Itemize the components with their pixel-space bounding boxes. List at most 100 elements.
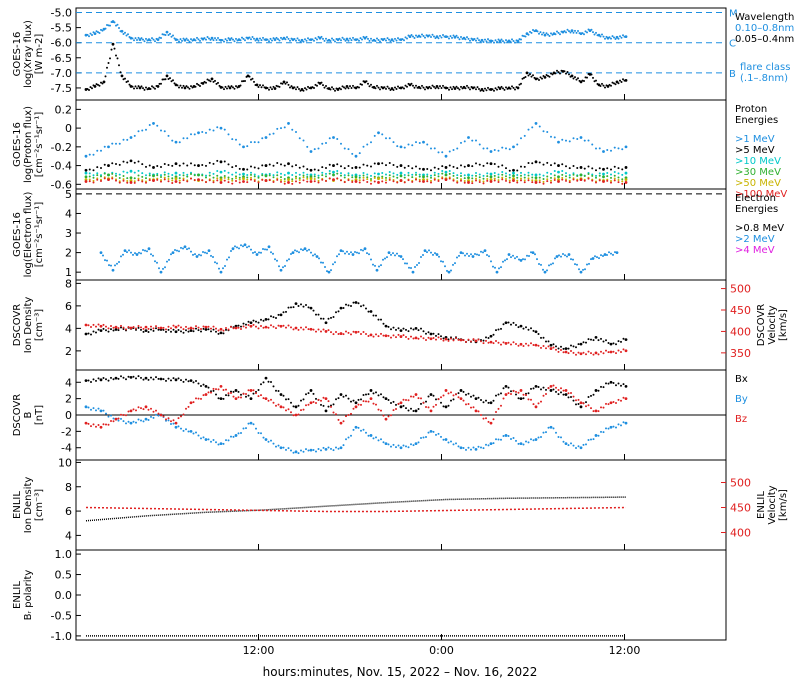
trace-dot	[178, 40, 180, 43]
trace-dot	[147, 378, 150, 381]
trace-dot	[440, 36, 443, 39]
trace-dot	[295, 177, 297, 180]
data-point	[429, 393, 433, 396]
trace-dot	[585, 401, 587, 404]
trace-dot	[116, 23, 119, 26]
trace-dot	[152, 38, 155, 41]
trace-dot	[280, 172, 282, 175]
trace-dot	[545, 392, 547, 395]
trace-dot	[120, 413, 122, 416]
data-point	[152, 122, 155, 125]
trace-dot	[463, 140, 466, 143]
trace-dot	[356, 251, 358, 254]
trace-dot	[452, 443, 455, 446]
trace-dot	[313, 148, 316, 151]
data-point	[564, 350, 568, 354]
trace-dot	[415, 34, 417, 37]
trace-dot	[317, 328, 320, 331]
data-point	[534, 173, 538, 177]
data-point	[287, 178, 290, 182]
trace-dot	[145, 174, 147, 177]
trace-dot	[482, 417, 485, 420]
trace-dot	[115, 24, 117, 27]
trace-dot	[403, 87, 405, 90]
trace-dot	[372, 392, 375, 395]
trace-dot	[276, 177, 279, 180]
trace-dot	[122, 326, 125, 329]
trace-dot	[118, 27, 120, 30]
trace-dot	[240, 328, 242, 331]
data-point	[147, 247, 151, 251]
trace-dot	[532, 74, 534, 77]
trace-dot	[377, 408, 380, 411]
trace-dot	[268, 179, 271, 182]
trace-dot	[613, 174, 616, 177]
trace-dot	[222, 442, 225, 445]
trace-dot	[555, 431, 557, 434]
trace-dot	[485, 336, 487, 339]
trace-dot	[283, 178, 286, 181]
trace-dot	[587, 396, 590, 399]
trace-dot	[95, 331, 97, 334]
trace-dot	[122, 32, 125, 35]
trace-dot	[118, 176, 121, 179]
trace-dot	[208, 161, 211, 164]
trace-dot	[497, 393, 500, 396]
trace-dot	[370, 37, 372, 40]
data-point	[414, 336, 418, 340]
trace-dot	[502, 341, 505, 344]
trace-dot	[415, 173, 417, 176]
trace-dot	[215, 330, 217, 333]
trace-dot	[621, 182, 624, 185]
data-point	[294, 405, 298, 409]
trace-dot	[406, 85, 408, 88]
trace-dot	[215, 39, 218, 42]
trace-dot	[134, 252, 136, 255]
trace-dot	[608, 83, 611, 86]
trace-dot	[566, 71, 569, 74]
trace-dot	[377, 38, 380, 41]
trace-dot	[205, 131, 207, 134]
trace-dot	[302, 89, 305, 92]
trace-dot	[456, 147, 459, 150]
trace-dot	[497, 173, 500, 176]
trace-dot	[152, 410, 155, 413]
trace-dot	[578, 268, 580, 271]
trace-dot	[325, 37, 327, 40]
trace-dot	[324, 265, 326, 268]
trace-dot	[547, 340, 550, 343]
trace-dot	[411, 176, 414, 179]
data-point	[384, 397, 388, 401]
trace-dot	[584, 30, 587, 33]
trace-dot	[617, 172, 620, 175]
trace-dot	[272, 401, 275, 404]
trace-dot	[200, 328, 202, 331]
trace-dot	[387, 334, 390, 337]
trace-dot	[178, 86, 180, 89]
trace-dot	[424, 88, 426, 91]
trace-dot	[86, 87, 89, 90]
legend-title: Energies	[735, 204, 778, 215]
trace-dot	[422, 86, 425, 89]
trace-dot	[96, 177, 99, 180]
trace-dot	[235, 171, 237, 174]
data-point	[512, 168, 515, 172]
data-point	[309, 180, 313, 183]
trace-dot	[284, 82, 287, 85]
trace-dot	[542, 174, 545, 177]
trace-dot	[112, 417, 115, 420]
trace-dot	[272, 85, 275, 88]
data-point	[512, 171, 515, 175]
data-point	[422, 180, 425, 183]
trace-dot	[386, 85, 389, 88]
data-point	[255, 83, 259, 87]
trace-dot	[615, 401, 617, 404]
trace-dot	[298, 177, 301, 180]
trace-dot	[250, 178, 252, 181]
trace-dot	[598, 257, 600, 260]
trace-dot	[343, 38, 345, 41]
trace-dot	[224, 264, 226, 267]
trace-dot	[296, 37, 299, 40]
trace-dot	[186, 137, 189, 140]
